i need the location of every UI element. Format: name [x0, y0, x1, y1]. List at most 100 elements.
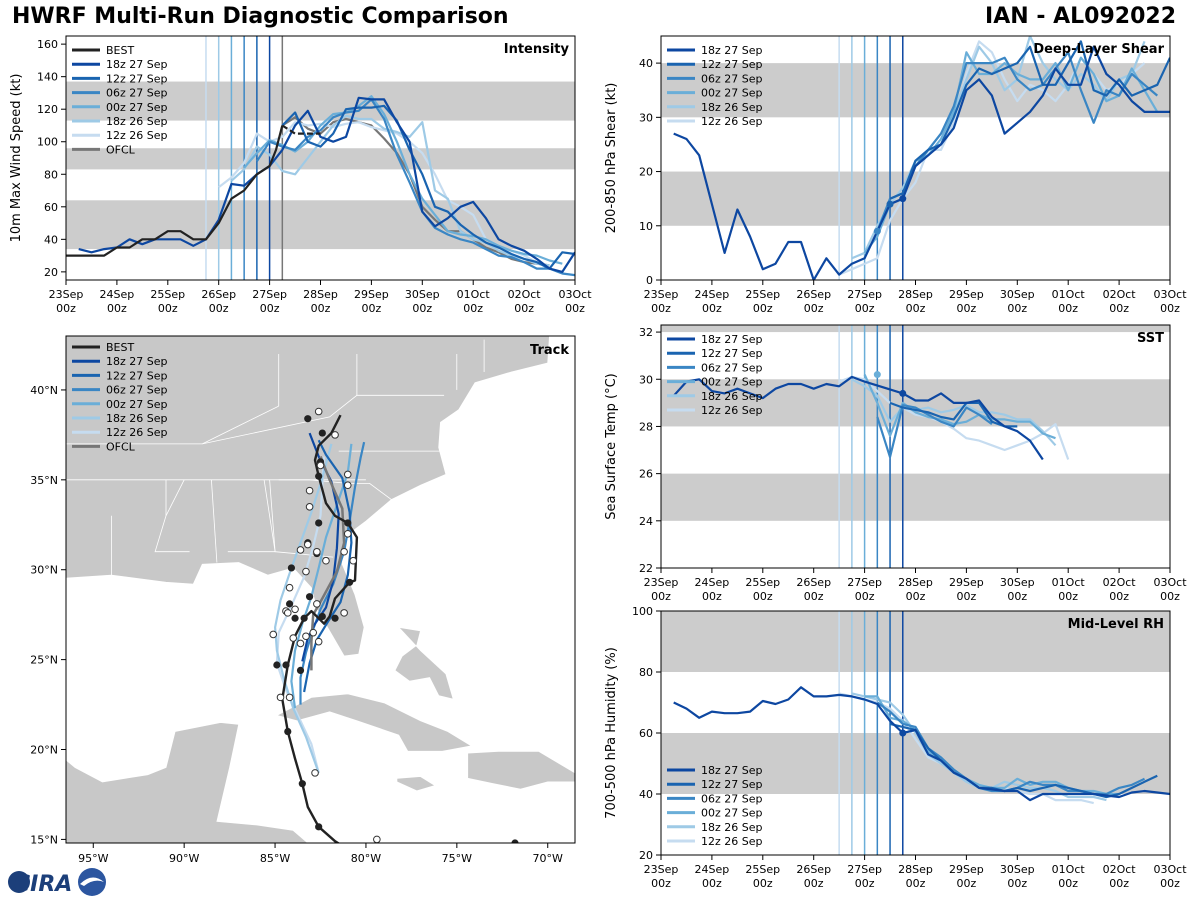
intensity-xtick-sublabel-10: 00z [565, 302, 585, 315]
shear-legend-label-0: 18z 27 Sep [701, 44, 763, 57]
sst-xtick-label-10: 03Oct [1153, 576, 1187, 589]
shear-xtick-sublabel-8: 00z [1058, 302, 1078, 315]
shear-init-marker-0 [899, 195, 907, 203]
shear-xtick-label-5: 28Sep [898, 288, 933, 301]
shear-xtick-sublabel-2: 00z [753, 302, 773, 315]
intensity-series-best [66, 125, 284, 257]
track-forecast-marker-21 [285, 693, 294, 702]
track-best-marker-1 [411, 859, 418, 866]
track-best-marker-8 [300, 614, 308, 622]
intensity-xtick-sublabel-0: 00z [56, 302, 76, 315]
track-ytick-label-1: 20°N [30, 744, 58, 757]
sst-ytick-label-1: 24 [639, 515, 653, 528]
track-forecast-marker-7 [296, 546, 305, 554]
noaa-bird-icon [80, 877, 104, 886]
state-border-1 [211, 479, 218, 563]
intensity-xtick-sublabel-3: 00z [209, 302, 229, 315]
shear-ytick-label-2: 20 [639, 166, 653, 179]
shear-xtick-label-2: 25Sep [745, 288, 780, 301]
intensity-xtick-sublabel-7: 00z [412, 302, 432, 315]
rh-xtick-label-7: 30Sep [1000, 863, 1035, 876]
shear-ylabel: 200-850 hPa Shear (kt) [604, 83, 619, 234]
track-best [281, 414, 515, 843]
shear-xtick-label-4: 27Sep [847, 288, 882, 301]
intensity-xtick-sublabel-9: 00z [514, 302, 534, 315]
intensity-ytick-label-1: 40 [44, 233, 58, 246]
track-best-marker-22 [273, 661, 281, 669]
sst-xtick-sublabel-7: 00z [1007, 590, 1027, 603]
intensity-legend-label-6: 12z 26 Sep [106, 129, 168, 142]
shear-xtick-label-3: 26Sep [796, 288, 831, 301]
sst-xtick-label-5: 28Sep [898, 576, 933, 589]
sst-band-2 [661, 325, 1170, 333]
track-forecast-marker-11 [289, 634, 298, 642]
sst-xtick-label-6: 29Sep [949, 576, 984, 589]
sst-init-marker-0 [899, 389, 907, 397]
sst-xtick-sublabel-10: 00z [1160, 590, 1180, 603]
intensity-series-18z-27-sep [78, 96, 575, 273]
rh-ytick-label-0: 20 [639, 849, 653, 862]
shear-xtick-label-7: 30Sep [1000, 288, 1035, 301]
shear-ytick-label-0: 0 [646, 274, 653, 287]
intensity-xtick-sublabel-5: 00z [311, 302, 331, 315]
shear-title: Deep-Layer Shear [1033, 42, 1164, 57]
track-ytick-label-5: 40°N [30, 384, 58, 397]
sst-xtick-sublabel-0: 00z [651, 590, 671, 603]
track-frame [65, 335, 576, 844]
sst-init-marker-1 [873, 371, 881, 379]
rh-ylabel: 700-500 hPa Humidity (%) [604, 647, 619, 819]
shear-xtick-label-10: 03Oct [1153, 288, 1187, 301]
track-best-marker-19 [305, 593, 314, 601]
shear-ytick-label-4: 40 [639, 57, 653, 70]
rh-xtick-label-2: 25Sep [745, 863, 780, 876]
track-legend-label-6: 12z 26 Sep [106, 426, 168, 439]
shear-xtick-sublabel-5: 00z [906, 302, 926, 315]
track-run-12z-26-sep [275, 456, 326, 774]
track-forecast-marker-14 [309, 628, 318, 637]
intensity-series-06z-27-sep [255, 98, 575, 277]
track-forecast-marker-22 [311, 769, 319, 777]
sst-legend-label-4: 18z 26 Sep [701, 390, 763, 403]
sst-xtick-label-9: 02Oct [1103, 576, 1137, 589]
rh-legend-label-3: 00z 27 Sep [701, 807, 763, 820]
intensity-legend-label-4: 00z 27 Sep [106, 101, 168, 114]
rh-legend-label-1: 12z 27 Sep [701, 778, 763, 791]
rh-init-marker-0 [899, 729, 907, 737]
sst-ytick-label-3: 28 [639, 420, 653, 433]
track-best-marker-4 [298, 780, 306, 788]
track-forecast-marker-2 [343, 470, 352, 479]
shear-series-12z-27-sep [889, 40, 1170, 200]
track-forecast-marker-26 [343, 529, 352, 538]
shear-panel: 01020304023Sep00z24Sep00z25Sep00z26Sep00… [604, 35, 1187, 315]
track-forecast-marker-18 [302, 567, 310, 576]
sst-series-06z-27-sep [876, 404, 993, 459]
sst-ytick-label-4: 30 [639, 373, 653, 386]
sst-legend-label-2: 06z 27 Sep [701, 361, 763, 374]
sst-xtick-sublabel-2: 00z [753, 590, 773, 603]
track-forecast-marker-30 [316, 461, 325, 470]
rh-xtick-sublabel-8: 00z [1058, 877, 1078, 890]
rh-xtick-sublabel-10: 00z [1160, 877, 1180, 890]
track-best-marker-17 [296, 666, 305, 675]
track-xtick-label-0: 95°W [78, 852, 108, 865]
land-mexico-central-america [66, 722, 309, 843]
track-forecast-marker-19 [269, 630, 278, 639]
track-best-marker-24 [304, 415, 312, 423]
sst-xtick-label-0: 23Sep [644, 576, 679, 589]
intensity-xtick-label-7: 30Sep [405, 288, 440, 301]
sst-series-18z-26-sep [851, 378, 1057, 447]
sst-ytick-label-0: 22 [639, 562, 653, 575]
intensity-xtick-sublabel-8: 00z [463, 302, 483, 315]
intensity-xtick-label-2: 25Sep [150, 288, 185, 301]
track-best-marker-10 [345, 578, 354, 586]
intensity-ytick-label-7: 160 [37, 38, 58, 51]
track-forecast-marker-6 [313, 547, 321, 556]
sst-xtick-label-2: 25Sep [745, 576, 780, 589]
sst-title: SST [1137, 331, 1164, 346]
rh-xtick-sublabel-5: 00z [906, 877, 926, 890]
track-best-marker-5 [284, 727, 292, 736]
intensity-band-0 [66, 200, 575, 250]
intensity-ytick-label-5: 120 [37, 103, 58, 116]
track-legend-label-2: 12z 27 Sep [106, 369, 168, 382]
track-xtick-label-3: 80°W [351, 852, 381, 865]
